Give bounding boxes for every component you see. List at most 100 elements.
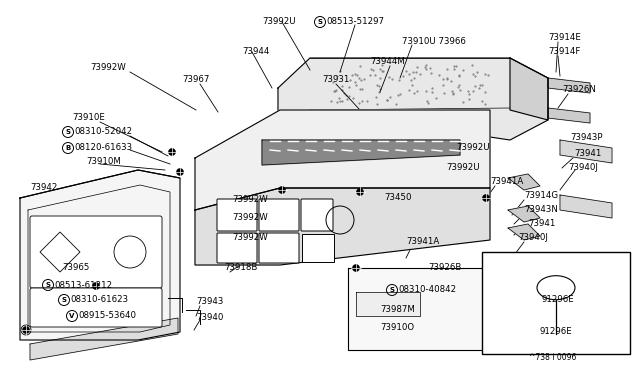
FancyBboxPatch shape <box>259 233 299 263</box>
Point <box>415 71 425 77</box>
Point <box>382 97 392 103</box>
Point <box>374 86 385 92</box>
Point <box>448 91 458 97</box>
Point <box>423 100 433 106</box>
Point <box>426 70 436 76</box>
Point <box>356 98 367 104</box>
Polygon shape <box>560 140 612 163</box>
Point <box>335 98 346 104</box>
Point <box>350 71 360 77</box>
Circle shape <box>22 327 29 334</box>
Point <box>458 67 468 73</box>
Point <box>355 86 365 92</box>
Point <box>337 98 347 104</box>
Point <box>435 71 445 77</box>
Point <box>357 86 367 92</box>
Polygon shape <box>356 292 420 316</box>
Circle shape <box>356 189 364 196</box>
Point <box>422 98 433 104</box>
Point <box>375 66 385 72</box>
Point <box>355 63 365 69</box>
Point <box>329 88 339 94</box>
Text: 73910M: 73910M <box>86 157 121 167</box>
FancyBboxPatch shape <box>217 199 257 231</box>
Point <box>454 72 465 78</box>
Polygon shape <box>20 170 180 340</box>
Point <box>342 96 353 102</box>
Circle shape <box>93 282 99 289</box>
Point <box>431 96 441 102</box>
Bar <box>302 234 334 262</box>
Point <box>351 82 361 88</box>
Text: ^738 i 0096: ^738 i 0096 <box>529 353 577 362</box>
Text: 73967: 73967 <box>182 76 209 84</box>
Text: 08513-51297: 08513-51297 <box>326 17 385 26</box>
Point <box>463 96 474 102</box>
Text: V: V <box>69 313 75 319</box>
Point <box>446 78 456 84</box>
Text: S: S <box>65 129 70 135</box>
Point <box>371 94 381 100</box>
Text: 73918B: 73918B <box>224 263 257 273</box>
Polygon shape <box>510 58 548 120</box>
Polygon shape <box>508 224 540 240</box>
Circle shape <box>353 264 360 272</box>
Point <box>368 67 378 73</box>
Point <box>339 90 349 96</box>
Point <box>480 71 490 77</box>
Point <box>354 75 364 81</box>
Polygon shape <box>508 206 540 222</box>
Point <box>378 68 388 74</box>
Polygon shape <box>508 174 540 190</box>
Polygon shape <box>348 268 490 350</box>
Text: 73926N: 73926N <box>562 86 596 94</box>
Point <box>328 79 339 85</box>
Point <box>455 87 465 93</box>
Point <box>366 65 376 71</box>
Text: 08120-61633: 08120-61633 <box>74 144 132 153</box>
Point <box>464 91 474 97</box>
Text: S: S <box>317 19 323 25</box>
Text: 73992W: 73992W <box>232 214 268 222</box>
Polygon shape <box>548 78 590 93</box>
Point <box>420 88 431 94</box>
Text: 73910O: 73910O <box>380 324 414 333</box>
Bar <box>482 252 630 354</box>
Circle shape <box>168 148 175 155</box>
Circle shape <box>177 169 184 176</box>
Text: 73926B: 73926B <box>428 263 461 273</box>
Text: S: S <box>61 297 67 303</box>
Point <box>470 73 481 78</box>
Point <box>344 77 355 83</box>
Point <box>337 87 348 93</box>
Point <box>427 89 437 94</box>
Ellipse shape <box>537 276 575 300</box>
Point <box>385 94 395 100</box>
Point <box>352 71 362 77</box>
Point <box>477 81 487 87</box>
Text: 73914G: 73914G <box>524 192 558 201</box>
Point <box>332 99 342 105</box>
Polygon shape <box>30 318 178 360</box>
Point <box>377 68 387 74</box>
Point <box>382 97 392 103</box>
Text: 08915-53640: 08915-53640 <box>79 311 136 321</box>
Point <box>474 85 484 91</box>
Point <box>407 82 417 88</box>
Point <box>332 73 342 79</box>
Point <box>421 62 431 68</box>
Point <box>408 75 419 81</box>
FancyBboxPatch shape <box>217 233 257 263</box>
Text: 73992W: 73992W <box>232 234 268 243</box>
Point <box>394 77 404 83</box>
Point <box>412 64 422 70</box>
Point <box>454 82 465 88</box>
Point <box>483 72 493 78</box>
Point <box>330 88 340 94</box>
Point <box>479 102 490 108</box>
Point <box>377 62 387 68</box>
FancyBboxPatch shape <box>259 199 299 231</box>
Point <box>449 66 459 72</box>
Point <box>467 62 477 68</box>
Point <box>350 79 360 85</box>
